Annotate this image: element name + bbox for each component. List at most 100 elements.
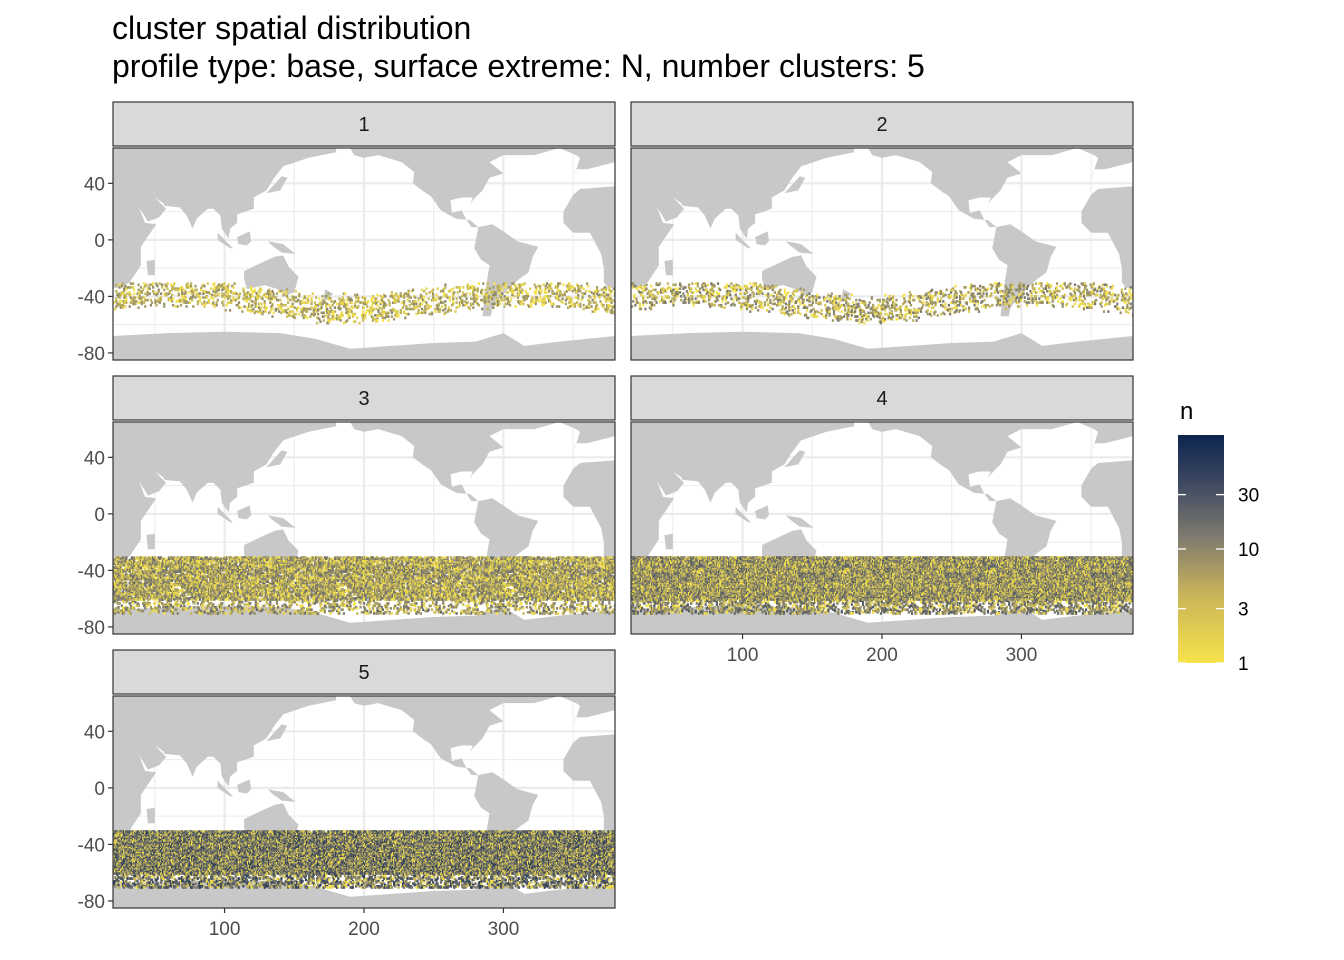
data-cell — [155, 598, 158, 601]
data-cell — [631, 305, 634, 308]
data-cell — [919, 296, 923, 299]
data-cell — [182, 602, 185, 605]
data-cell — [123, 289, 126, 293]
data-cell — [123, 595, 126, 599]
data-cell — [648, 295, 651, 298]
data-cell — [801, 293, 804, 297]
data-cell — [577, 289, 580, 293]
data-cell — [662, 301, 665, 304]
data-cell — [251, 295, 254, 298]
data-cell — [222, 300, 225, 303]
data-cell — [654, 288, 657, 292]
data-cell — [976, 292, 979, 295]
data-cell — [564, 302, 567, 306]
data-cell — [341, 296, 344, 299]
data-cell — [215, 289, 218, 293]
data-cell — [177, 583, 180, 586]
data-cell — [831, 307, 834, 311]
data-cell — [137, 562, 140, 566]
data-cell — [179, 604, 183, 608]
data-cell — [1027, 293, 1030, 297]
data-cell — [144, 591, 147, 595]
land-mass — [503, 422, 560, 430]
data-cell — [963, 295, 966, 298]
data-cell — [670, 287, 673, 290]
data-cell — [134, 579, 137, 582]
data-cell — [458, 296, 461, 299]
data-cell — [377, 310, 380, 313]
data-cell — [148, 575, 151, 578]
data-cell — [158, 586, 161, 590]
data-cell — [742, 303, 745, 307]
data-cell — [331, 315, 334, 318]
data-cell — [909, 293, 913, 297]
facet-label: 1 — [358, 114, 369, 136]
land-mass — [1021, 148, 1078, 156]
data-cell — [905, 312, 908, 316]
data-cell — [697, 295, 701, 298]
data-cell — [143, 604, 146, 608]
data-cell — [658, 282, 662, 285]
data-cell — [850, 314, 853, 317]
data-cell — [596, 292, 599, 295]
data-cell — [348, 316, 351, 320]
data-cell — [188, 593, 192, 596]
data-cell — [240, 306, 243, 309]
data-cell — [701, 286, 704, 289]
land-mass — [631, 186, 675, 288]
data-cell — [1010, 298, 1013, 302]
data-cell — [200, 609, 203, 613]
data-cell — [129, 607, 132, 610]
chart-subtitle: profile type: base, surface extreme: N, … — [112, 48, 925, 85]
data-cell — [1035, 291, 1039, 294]
data-cell — [577, 287, 580, 290]
data-cell — [488, 296, 492, 299]
data-cell — [173, 583, 176, 586]
data-cell — [134, 600, 137, 604]
data-cell — [1022, 288, 1025, 292]
data-cell — [134, 591, 137, 595]
data-cell — [298, 295, 301, 298]
data-cell — [723, 286, 726, 289]
data-cell — [1035, 301, 1039, 304]
data-cell — [285, 295, 289, 298]
data-cell — [912, 311, 915, 315]
data-cell — [747, 300, 750, 303]
data-cell — [272, 292, 275, 295]
data-cell — [191, 595, 194, 599]
data-cell — [984, 288, 987, 292]
data-cell — [153, 589, 156, 592]
data-cell — [241, 310, 244, 313]
data-cell — [390, 311, 393, 315]
data-cell — [438, 297, 441, 301]
data-cell — [171, 293, 174, 297]
data-cell — [1121, 298, 1124, 302]
data-cell — [158, 562, 161, 566]
data-cell — [1021, 293, 1024, 297]
data-cell — [167, 590, 170, 594]
data-cell — [742, 296, 745, 299]
data-cell — [118, 562, 121, 566]
data-cell — [715, 291, 718, 294]
data-cell — [590, 305, 593, 308]
data-cell — [232, 286, 235, 289]
data-cell — [1000, 283, 1003, 287]
data-cell — [177, 557, 180, 561]
data-cell — [464, 295, 467, 298]
data-cell — [1078, 305, 1081, 308]
data-cell — [840, 310, 843, 313]
data-cell — [1061, 302, 1064, 306]
data-cell — [198, 300, 202, 303]
data-cell — [148, 580, 151, 583]
data-cell — [452, 287, 455, 290]
data-cell — [769, 306, 772, 309]
data-cell — [725, 283, 728, 287]
data-cell — [115, 576, 118, 580]
data-cell — [149, 303, 152, 307]
data-cell — [338, 307, 341, 311]
data-cell — [643, 286, 646, 289]
data-cell — [361, 319, 364, 322]
data-cell — [1092, 301, 1095, 304]
data-cell — [848, 297, 851, 301]
data-cell — [308, 295, 311, 298]
